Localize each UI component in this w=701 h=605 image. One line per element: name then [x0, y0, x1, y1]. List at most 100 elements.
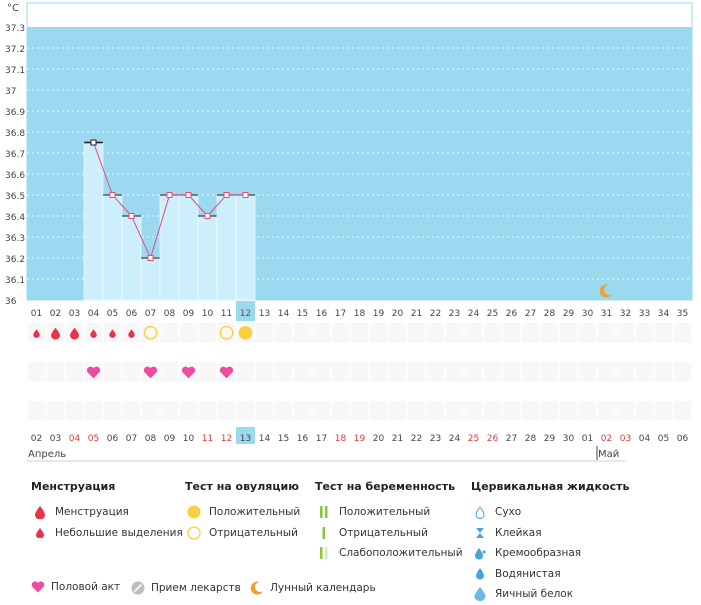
legend-sticky-label: Клейкая [495, 526, 542, 539]
legend-item-ovulation-negative: Отрицательный [185, 523, 300, 544]
cycle-day-label: 15 [297, 309, 308, 319]
y-tick-label: 36 [5, 297, 17, 307]
legend-period-label: Менструация [55, 506, 129, 519]
cycle-day-label: 32 [620, 309, 631, 319]
cycle-day-label: 16 [316, 309, 328, 319]
date-label: 25 [468, 434, 479, 444]
date-label: 05 [658, 434, 669, 444]
date-label: 10 [183, 434, 195, 444]
y-tick-label: 36.9 [5, 108, 25, 118]
y-tick-label: 37.1 [5, 66, 25, 76]
legend-moon: Лунный календарь [250, 581, 376, 595]
date-label: 13 [240, 434, 251, 444]
period-drop [70, 327, 79, 340]
date-label: 06 [677, 434, 689, 444]
temperature-bar [159, 194, 180, 301]
spotting-drop [33, 329, 40, 338]
legend-intercourse-label: Половой акт [51, 581, 121, 593]
cycle-day-label: 31 [601, 309, 612, 319]
date-label: 27 [506, 434, 517, 444]
legend-ovulation-title: Тест на овуляцию [185, 480, 299, 493]
legend-item-period: Менструация [31, 502, 183, 523]
cycle-day-label: 34 [658, 309, 670, 319]
date-label: 19 [354, 434, 366, 444]
date-label: 04 [69, 434, 81, 444]
single-line-icon [315, 526, 333, 539]
cycle-day-label: 27 [525, 309, 536, 319]
date-label: 02 [31, 434, 42, 444]
cycle-day-label: 08 [164, 309, 176, 319]
legend-ovulation: Тест на овуляцию Положительный Отрицател… [185, 480, 300, 543]
date-label: 15 [278, 434, 289, 444]
y-tick-label: 36.7 [5, 150, 25, 160]
marker-row [27, 323, 692, 343]
legend-cervical: Цервикальная жидкость Сухо Клейкая Кремо… [471, 480, 629, 605]
marker-row [27, 401, 692, 421]
cycle-day-label: 05 [107, 309, 118, 319]
temperature-point [223, 192, 230, 198]
legend-medication-label: Прием лекарств [151, 582, 241, 594]
legend-item-pregnancy-positive: Положительный [315, 502, 463, 523]
ovulation-negative-marker [219, 325, 234, 340]
cycle-day-label: 25 [487, 309, 498, 319]
cycle-day-label: 13 [259, 309, 270, 319]
big-drop-icon [471, 587, 489, 602]
intercourse-heart [181, 366, 196, 379]
cycle-day-label: 07 [145, 309, 156, 319]
intercourse-heart [86, 366, 101, 379]
cycle-day-label: 19 [373, 309, 385, 319]
legend-item-eggwhite: Яичный белок [471, 584, 629, 605]
legend-creamy-label: Кремообразная [495, 547, 582, 560]
intercourse-heart [143, 366, 158, 379]
cycle-day-label: 01 [31, 309, 42, 319]
marker-row [27, 381, 692, 401]
unit-label: °C [7, 3, 19, 14]
marker-row [27, 362, 692, 382]
legend-item-pregnancy-weak: Слабоположительный [315, 543, 463, 564]
temperature-bar [178, 194, 199, 301]
legend-cervical-title: Цервикальная жидкость [471, 480, 630, 493]
temperature-bar [102, 194, 123, 301]
legend-item-sticky: Клейкая [471, 523, 629, 544]
faint-double-line-icon [315, 547, 333, 560]
temperature-bar [197, 215, 218, 301]
y-tick-label: 37.2 [5, 45, 25, 55]
cycle-day-label: 35 [677, 309, 688, 319]
date-label: 22 [411, 434, 422, 444]
legend-item-creamy: Кремообразная [471, 543, 629, 564]
hourglass-icon [471, 527, 489, 539]
small-drop-icon [31, 527, 49, 538]
date-label: 16 [297, 434, 309, 444]
cycle-day-label: 06 [126, 309, 138, 319]
legend-item-watery: Водянистая [471, 564, 629, 585]
cycle-day-label: 30 [582, 309, 594, 319]
legend-spotting-label: Небольшие выделения [55, 526, 183, 539]
ovulation-positive-marker [238, 325, 253, 340]
month-label: Апрель [28, 449, 66, 460]
date-label: 14 [259, 434, 271, 444]
moon-icon [250, 581, 264, 595]
y-tick-label: 36.6 [5, 171, 25, 181]
temperature-point [185, 192, 192, 198]
date-label: 04 [639, 434, 651, 444]
y-tick-label: 36.2 [5, 255, 25, 265]
spotting-drop [109, 329, 116, 338]
legend-ovulation-positive-label: Положительный [209, 506, 301, 519]
legend-pregnancy-weak-label: Слабоположительный [339, 547, 463, 560]
pill-icon [131, 581, 145, 595]
ovulation-negative-marker [143, 325, 158, 340]
date-label: 24 [449, 434, 461, 444]
date-label: 03 [50, 434, 61, 444]
legend-eggwhite-label: Яичный белок [495, 588, 574, 601]
temperature-bar [121, 215, 142, 301]
cycle-day-label: 24 [468, 309, 480, 319]
legend-item-dry: Сухо [471, 502, 629, 523]
date-label: 18 [335, 434, 347, 444]
legend-pregnancy-title: Тест на беременность [315, 480, 456, 493]
spotting-drop [128, 329, 135, 338]
temperature-bar [140, 257, 161, 301]
date-label: 05 [88, 434, 99, 444]
cycle-day-label: 17 [335, 309, 346, 319]
moon-icon [599, 284, 612, 298]
date-label: 08 [145, 434, 157, 444]
